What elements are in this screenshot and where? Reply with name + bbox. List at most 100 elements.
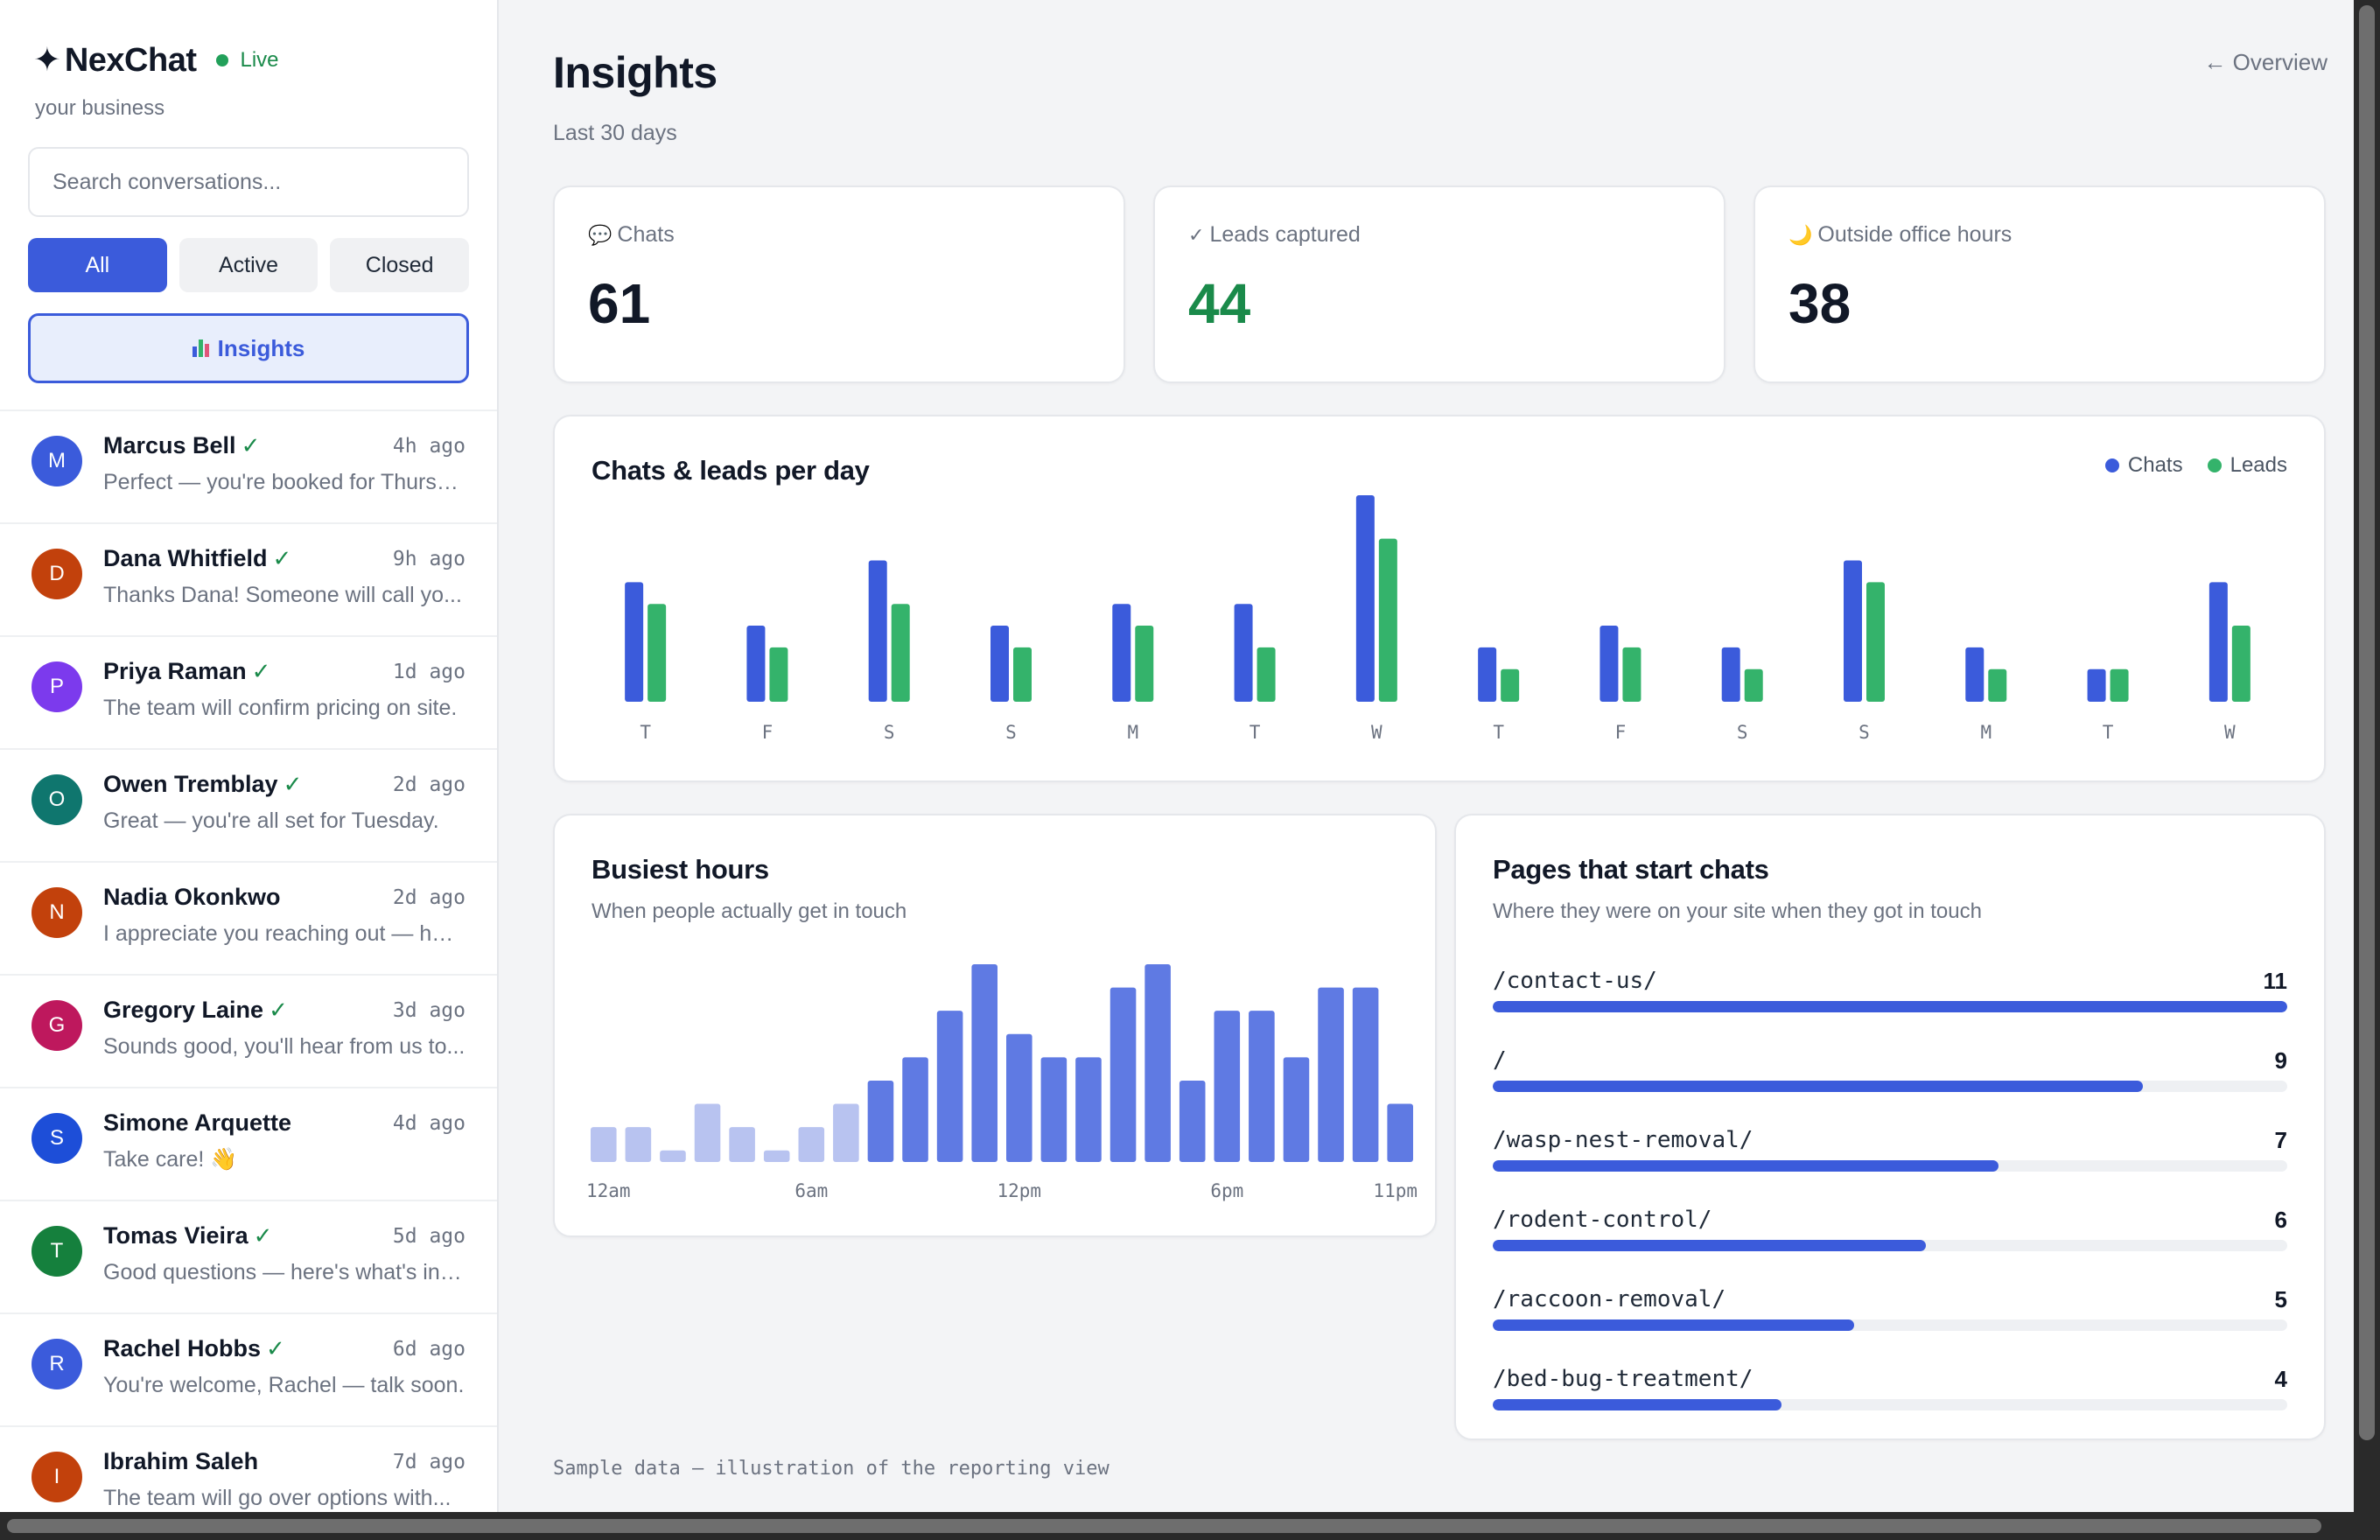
day-tick-label: F	[762, 722, 774, 743]
stat-label-leads: ✓ Leads captured	[1188, 222, 1361, 248]
filter-active-button[interactable]: Active	[178, 238, 318, 292]
conversation-item[interactable]: M Marcus Bell ✓ 4h ago Perfect — you're book…	[0, 411, 497, 524]
avatar: T	[32, 1226, 82, 1277]
page-path: /raccoon-removal/	[1493, 1286, 1726, 1312]
hour-bar	[1040, 1057, 1068, 1162]
hours-chart-card: Busiest hours When people actually get i…	[553, 814, 1437, 1237]
verified-check-icon: ✓	[266, 1335, 285, 1362]
conversation-time: 6d ago	[392, 1337, 466, 1361]
conversation-body: Owen Tremblay ✓ 2d ago Great — you're all s…	[103, 771, 466, 834]
conversation-header: Owen Tremblay ✓ 2d ago	[103, 771, 466, 798]
daily-chart-card: Chats & leads per day Chats Leads T F S S M T…	[553, 415, 2326, 782]
leads-bar	[1256, 647, 1276, 702]
conversation-header: Rachel Hobbs ✓ 6d ago	[103, 1335, 466, 1362]
page-bar-track	[1493, 1001, 2287, 1012]
overview-back-link[interactable]: ← Overview	[2203, 49, 2328, 75]
filter-all-button[interactable]: All	[28, 238, 167, 292]
conversation-header: Tomas Vieira ✓ 5d ago	[103, 1222, 466, 1250]
chats-bar	[1965, 647, 1984, 702]
chats-bar	[1112, 604, 1131, 702]
hour-tick-label: 12am	[586, 1180, 631, 1201]
stat-card-leads: ✓ Leads captured 44	[1153, 186, 1726, 383]
leads-bar	[2231, 626, 2250, 702]
chats-bar	[868, 560, 887, 702]
leads-bar	[1744, 668, 1763, 702]
pages-title: Pages that start chats	[1493, 854, 1769, 885]
conversation-name: Priya Raman	[103, 658, 247, 684]
moon-icon: 🌙	[1788, 223, 1813, 246]
page-bar-fill	[1493, 1399, 1782, 1410]
chats-bar	[1355, 495, 1375, 702]
conversation-list: M Marcus Bell ✓ 4h ago Perfect — you're book…	[0, 410, 497, 1512]
horizontal-scroll-thumb[interactable]	[7, 1519, 2321, 1533]
sparkle-icon: ✦	[33, 42, 61, 79]
filter-closed-button[interactable]: Closed	[330, 238, 470, 292]
conversation-item[interactable]: S Simone Arquette 4d ago Take care! 👋	[0, 1088, 497, 1201]
bar-chart-icon	[192, 340, 209, 357]
conversation-name: Simone Arquette	[103, 1110, 292, 1136]
chats-bar	[625, 582, 644, 702]
horizontal-scrollbar[interactable]	[0, 1512, 2380, 1540]
page-bar-track	[1493, 1081, 2287, 1092]
conversation-preview: You're welcome, Rachel — talk soon.	[103, 1373, 465, 1397]
conversation-name: Rachel Hobbs	[103, 1335, 262, 1362]
conversation-header: Dana Whitfield ✓ 9h ago	[103, 545, 466, 572]
day-tick-label: M	[1127, 722, 1138, 743]
hour-bar	[694, 1103, 721, 1162]
brand-row: ✦ NexChat Live	[0, 0, 497, 80]
conversation-name: Owen Tremblay	[103, 771, 278, 797]
conversation-item[interactable]: T Tomas Vieira ✓ 5d ago Good questions — her…	[0, 1201, 497, 1314]
conversation-header: Ibrahim Saleh 7d ago	[103, 1448, 466, 1475]
avatar: D	[32, 549, 82, 599]
daily-chart-legend: Chats Leads	[2104, 453, 2287, 478]
day-tick-label: S	[1858, 722, 1870, 743]
app-window: ✦ NexChat Live your business All Active …	[0, 0, 2354, 1512]
legend-label-chats: Chats	[2127, 453, 2183, 477]
hour-bar	[1318, 987, 1344, 1162]
legend-label-leads: Leads	[2230, 453, 2287, 477]
page-count: 6	[2274, 1207, 2287, 1233]
hours-chart-subtitle: When people actually get in touch	[592, 900, 907, 923]
brand-name: NexChat	[64, 41, 197, 79]
search-box	[28, 147, 469, 217]
page-count: 11	[2263, 968, 2288, 994]
conversation-preview: Good questions — here's what's inc...	[103, 1260, 466, 1284]
conversation-item[interactable]: P Priya Raman ✓ 1d ago The team will confirm…	[0, 637, 497, 750]
conversation-header: Gregory Laine ✓ 3d ago	[103, 997, 466, 1024]
conversation-body: Ibrahim Saleh 7d ago The team will go over…	[103, 1448, 466, 1511]
leads-bar	[1622, 647, 1642, 702]
conversation-preview: Perfect — you're booked for Thursd...	[103, 470, 466, 494]
avatar: O	[32, 774, 82, 825]
conversation-body: Rachel Hobbs ✓ 6d ago You're welcome, Rache…	[103, 1335, 466, 1398]
chats-bar	[1478, 647, 1497, 702]
conversation-item[interactable]: I Ibrahim Saleh 7d ago The team will go ove…	[0, 1427, 497, 1512]
hour-bar	[1283, 1057, 1310, 1162]
page-bar-track	[1493, 1240, 2287, 1251]
hour-tick-label: 6am	[794, 1180, 828, 1201]
hour-bar	[971, 964, 998, 1162]
vertical-scrollbar[interactable]	[2354, 0, 2380, 1512]
day-tick-label: T	[640, 722, 651, 743]
footnote: Sample data — illustration of the report…	[553, 1458, 1110, 1480]
page-path: /wasp-nest-removal/	[1493, 1127, 1754, 1153]
hour-bar	[1110, 987, 1137, 1162]
day-tick-label: S	[884, 722, 895, 743]
avatar: M	[32, 436, 82, 486]
insights-button[interactable]: Insights	[28, 313, 469, 383]
conversation-item[interactable]: N Nadia Okonkwo 2d ago I appreciate you rea…	[0, 863, 497, 976]
conversation-header: Marcus Bell ✓ 4h ago	[103, 432, 466, 459]
conversation-time: 1d ago	[392, 660, 466, 683]
conversation-preview: Thanks Dana! Someone will call yo...	[103, 583, 462, 607]
daily-chart-title: Chats & leads per day	[592, 455, 870, 486]
conversation-header: Simone Arquette 4d ago	[103, 1110, 466, 1137]
conversation-item[interactable]: R Rachel Hobbs ✓ 6d ago You're welcome, Rach…	[0, 1314, 497, 1427]
conversation-item[interactable]: O Owen Tremblay ✓ 2d ago Great — you're all …	[0, 750, 497, 863]
leads-bar	[1988, 668, 2007, 702]
day-tick-label: W	[1371, 722, 1382, 743]
vertical-scroll-thumb[interactable]	[2359, 5, 2375, 1440]
conversation-item[interactable]: D Dana Whitfield ✓ 9h ago Thanks Dana! Someo…	[0, 524, 497, 637]
search-input[interactable]	[52, 169, 444, 195]
legend-item-chats: Chats	[2104, 453, 2183, 478]
hour-bar	[1144, 964, 1171, 1162]
conversation-item[interactable]: G Gregory Laine ✓ 3d ago Sounds good, you'll…	[0, 976, 497, 1088]
